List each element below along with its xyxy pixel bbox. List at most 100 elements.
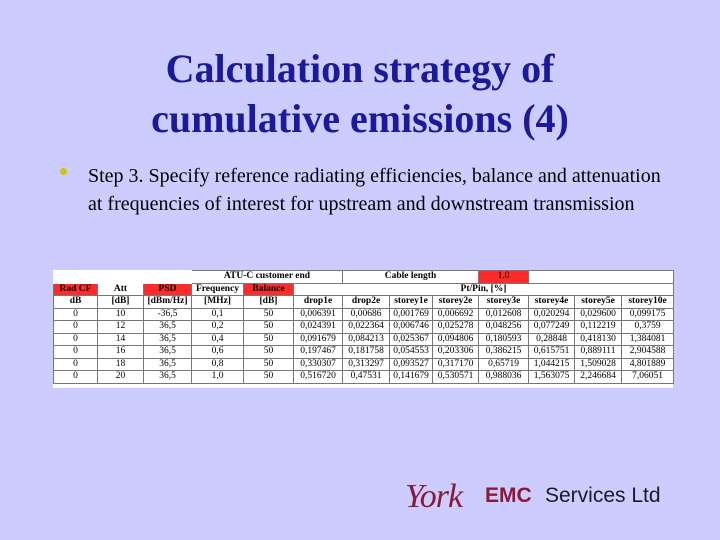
logo-services-text: Services Ltd: [545, 484, 661, 507]
unit-att: [dB]: [97, 295, 144, 309]
table-cell: 0,025367: [389, 332, 433, 346]
table-cell: 0,077249: [528, 320, 575, 334]
table-cell: 0,112219: [574, 320, 622, 334]
table-cell: 16: [97, 345, 144, 359]
table-cell: 1,0: [191, 370, 244, 384]
table-cell: 0,203306: [432, 345, 479, 359]
table-row: 0 10 -36,5 0,1 50 0,006391 0,00686 0,001769 0,00…: [53, 307, 674, 321]
table-top-row: ATU-C customer end Cable length 1.0: [54, 270, 674, 284]
table-cell: 0,141679: [389, 370, 433, 384]
table-row: 0 16 36,5 0,6 50 0,197467 0,181758 0,054553 0,20…: [53, 345, 674, 359]
table-cell: -36,5: [143, 307, 192, 321]
bullet-dot-icon: [60, 168, 67, 175]
table-cell: 1,044215: [528, 357, 575, 371]
table-cell: 36,5: [143, 320, 192, 334]
unit-balance: [dB]: [243, 295, 294, 309]
table-cell: 2,904588: [621, 345, 674, 359]
table-cell: 0,00686: [342, 307, 390, 321]
table-cell: 0,094806: [432, 332, 479, 346]
table-cell: 12: [97, 320, 144, 334]
table-cell: 0,006692: [432, 307, 479, 321]
table-cell: 0,048256: [478, 320, 529, 334]
table-cell: 0: [53, 320, 98, 334]
table-cell: 50: [243, 345, 294, 359]
table-cell: 0,516720: [293, 370, 343, 384]
table-cell: 50: [243, 370, 294, 384]
data-table-container: ATU-C customer end Cable length 1.0 Rad …: [53, 270, 674, 388]
table-cell: 0,615751: [528, 345, 575, 359]
header-frequency: Frequency: [191, 282, 244, 296]
bullet-text: Step 3. Specify reference radiating effi…: [88, 165, 661, 215]
table-cell: 10: [97, 307, 144, 321]
table-cell: 50: [243, 332, 294, 346]
table-cell: 0,8: [191, 357, 244, 371]
bullet-list: Step 3. Specify reference radiating effi…: [60, 162, 680, 218]
cable-length-label: Cable length: [342, 270, 479, 284]
table-cell: 18: [97, 357, 144, 371]
table-cell: 0,099175: [621, 307, 674, 321]
table-cell: 0: [53, 307, 98, 321]
table-cell: 1,563075: [528, 370, 575, 384]
table-cell: 0,197467: [293, 345, 343, 359]
table-cell: 0,093527: [389, 357, 433, 371]
table-cell: 2,246684: [574, 370, 622, 384]
table-cell: 36,5: [143, 345, 192, 359]
table-row: 0 12 36,5 0,2 50 0,024391 0,022364 0,006746 0,02…: [53, 320, 674, 334]
table-cell: 0,330307: [293, 357, 343, 371]
table-cell: 0,029600: [574, 307, 622, 321]
header-balance: Balance: [243, 282, 294, 296]
table-cell: 0,180593: [478, 332, 529, 346]
table-cell: 36,5: [143, 332, 192, 346]
cable-length-value: 1.0: [478, 270, 529, 284]
table-cell: 0,020294: [528, 307, 575, 321]
unit-psd: [dBm/Hz]: [143, 295, 192, 309]
table-cell: 0,889111: [574, 345, 622, 359]
title-line-1: Calculation strategy of: [165, 46, 555, 91]
col-storey4e: storey4e: [528, 295, 575, 309]
table-cell: 0,3759: [621, 320, 674, 334]
table-cell: 36,5: [143, 370, 192, 384]
unit-frequency: [MHz]: [191, 295, 244, 309]
table-cell: 0,313297: [342, 357, 390, 371]
table-cell: 0,317170: [432, 357, 479, 371]
logo-york-text: York: [405, 478, 463, 515]
table-cell: 0,47531: [342, 370, 390, 384]
table-cell: 20: [97, 370, 144, 384]
table-cell: 50: [243, 307, 294, 321]
table-cell: 1,384081: [621, 332, 674, 346]
table-cell: 0,530571: [432, 370, 479, 384]
table-cell: 0,025278: [432, 320, 479, 334]
col-storey2e: storey2e: [432, 295, 479, 309]
table-cell: 50: [243, 320, 294, 334]
table-cell: 0,054553: [389, 345, 433, 359]
col-storey3e: storey3e: [478, 295, 529, 309]
header-rad-cf: Rad CF: [53, 282, 98, 296]
table-cell: 0,2: [191, 320, 244, 334]
data-table: ATU-C customer end Cable length 1.0 Rad …: [53, 270, 674, 384]
table-cell: 0,28848: [528, 332, 575, 346]
table-cell: 0,4: [191, 332, 244, 346]
logo-emc-text: EMC: [485, 484, 532, 507]
col-storey1e: storey1e: [389, 295, 433, 309]
table-cell: 50: [243, 357, 294, 371]
table-cell: 0: [53, 345, 98, 359]
col-drop2e: drop2e: [342, 295, 390, 309]
table-cell: 0,091679: [293, 332, 343, 346]
table-units-row: dB [dB] [dBm/Hz] [MHz] [dB] drop1e drop2…: [53, 295, 674, 309]
table-cell: 0: [53, 370, 98, 384]
table-cell: 0,6: [191, 345, 244, 359]
unit-rad-cf: dB: [53, 295, 98, 309]
table-row: 0 14 36,5 0,4 50 0,091679 0,084213 0,025367 0,09…: [53, 332, 674, 346]
col-storey5e: storey5e: [574, 295, 622, 309]
col-storey10e: storey10e: [621, 295, 674, 309]
table-cell: 0,024391: [293, 320, 343, 334]
table-cell: 0,1: [191, 307, 244, 321]
table-row: 0 20 36,5 1,0 50 0,516720 0,47531 0,141679 0,530…: [53, 370, 674, 384]
table-cell: 4,801889: [621, 357, 674, 371]
table-cell: 0,65719: [478, 357, 529, 371]
header-pt-pin: Pt/Pin, [%]: [293, 282, 674, 296]
table-cell: 0: [53, 357, 98, 371]
table-row: 0 18 36,5 0,8 50 0,330307 0,313297 0,093527 0,31…: [53, 357, 674, 371]
table-header-row: Rad CF Att PSD Frequency Balance Pt/Pin,…: [53, 282, 674, 296]
table-cell: 0,084213: [342, 332, 390, 346]
